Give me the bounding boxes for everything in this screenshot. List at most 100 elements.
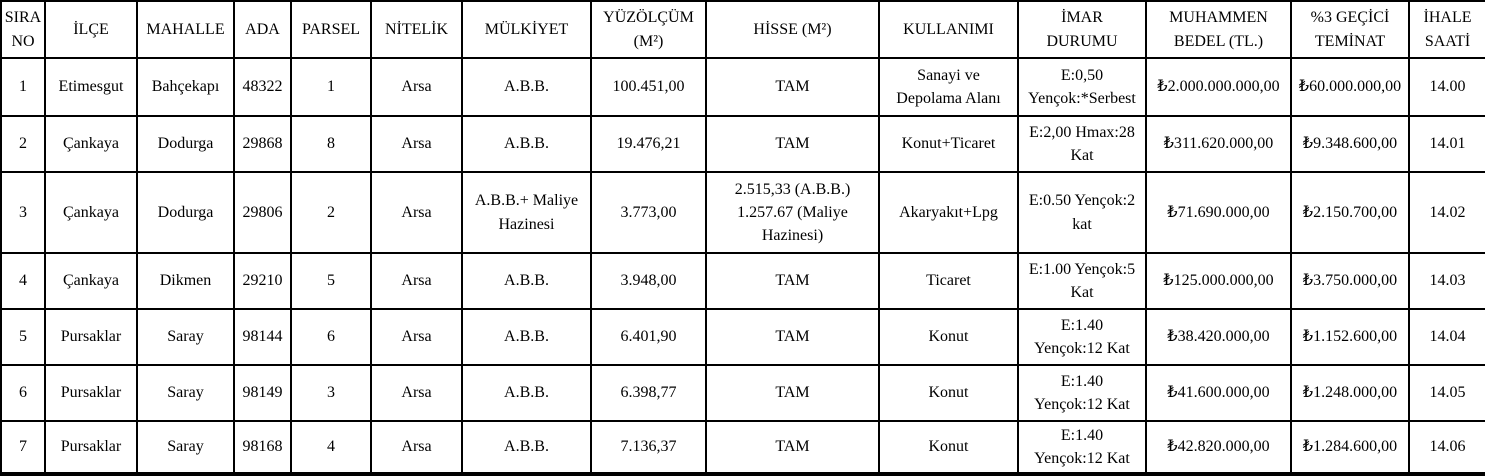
column-header-imar-durumu: İMAR DURUMU (1017, 0, 1147, 59)
cell-parsel: 5 (290, 252, 372, 310)
cell-ada: 48322 (233, 57, 292, 117)
cell-parsel: 4 (290, 420, 372, 475)
table-row: 3 Çankaya Dodurga 29806 2 Arsa A.B.B.+ Maliye … (0, 171, 1485, 254)
column-header-muhammen-bedel: MUHAMMEN BEDEL (TL.) (1145, 0, 1292, 59)
cell-ilce: Çankaya (44, 171, 138, 254)
cell-yuzolcum: 6.398,77 (590, 364, 707, 422)
cell-mulkiyet: A.B.B. (461, 420, 592, 475)
cell-parsel: 6 (290, 308, 372, 366)
cell-imar-durumu: E:2,00 Hmax:28 Kat (1017, 115, 1147, 173)
cell-ada: 98149 (233, 364, 292, 422)
cell-kullanimi: Konut+Ticaret (878, 115, 1019, 173)
table-row: 5 Pursaklar Saray 98144 6 Arsa A.B.B. 6.401,90 T… (0, 308, 1485, 366)
table-row: 1 Etimesgut Bahçekapı 48322 1 Arsa A.B.B. 100.4… (0, 57, 1485, 117)
cell-mulkiyet: A.B.B.+ Maliye Hazinesi (461, 171, 592, 254)
cell-gecici-teminat: ₺1.284.600,00 (1290, 420, 1410, 475)
table-row: 7 Pursaklar Saray 98168 4 Arsa A.B.B. 7.136,37 T… (0, 420, 1485, 475)
cell-imar-durumu: E:0,50 Yençok:*Serbest (1017, 57, 1147, 117)
cell-sira-no: 7 (0, 420, 46, 475)
column-header-ihale-saati: İHALE SAATİ (1408, 0, 1485, 59)
cell-nitelik: Arsa (370, 252, 463, 310)
column-header-yuzolcum: YÜZÖLÇÜM (M²) (590, 0, 707, 59)
cell-ilce: Çankaya (44, 115, 138, 173)
cell-gecici-teminat: ₺2.150.700,00 (1290, 171, 1410, 254)
cell-nitelik: Arsa (370, 308, 463, 366)
header-row: SIRA NO İLÇE MAHALLE ADA PARSEL NİTELİK MÜLKİY… (0, 0, 1485, 59)
column-header-sira-no: SIRA NO (0, 0, 46, 59)
cell-nitelik: Arsa (370, 115, 463, 173)
cell-kullanimi: Sanayi ve Depolama Alanı (878, 57, 1019, 117)
table-row: 2 Çankaya Dodurga 29868 8 Arsa A.B.B. 19.476,21… (0, 115, 1485, 173)
cell-hisse: TAM (705, 57, 880, 117)
cell-sira-no: 6 (0, 364, 46, 422)
cell-ihale-saati: 14.06 (1408, 420, 1485, 475)
cell-nitelik: Arsa (370, 171, 463, 254)
cell-sira-no: 1 (0, 57, 46, 117)
cell-hisse: TAM (705, 252, 880, 310)
cell-yuzolcum: 3.948,00 (590, 252, 707, 310)
table-row: 6 Pursaklar Saray 98149 3 Arsa A.B.B. 6.398,77 T… (0, 364, 1485, 422)
cell-gecici-teminat: ₺60.000.000,00 (1290, 57, 1410, 117)
cell-yuzolcum: 3.773,00 (590, 171, 707, 254)
cell-ada: 29868 (233, 115, 292, 173)
column-header-mahalle: MAHALLE (136, 0, 235, 59)
cell-ihale-saati: 14.03 (1408, 252, 1485, 310)
cell-mahalle: Dikmen (136, 252, 235, 310)
cell-mulkiyet: A.B.B. (461, 57, 592, 117)
cell-parsel: 1 (290, 57, 372, 117)
cell-sira-no: 5 (0, 308, 46, 366)
cell-gecici-teminat: ₺1.248.000,00 (1290, 364, 1410, 422)
cell-parsel: 8 (290, 115, 372, 173)
cell-yuzolcum: 19.476,21 (590, 115, 707, 173)
cell-ihale-saati: 14.00 (1408, 57, 1485, 117)
cell-kullanimi: Ticaret (878, 252, 1019, 310)
cell-gecici-teminat: ₺9.348.600,00 (1290, 115, 1410, 173)
cell-yuzolcum: 7.136,37 (590, 420, 707, 475)
column-header-mulkiyet: MÜLKİYET (461, 0, 592, 59)
cell-ihale-saati: 14.02 (1408, 171, 1485, 254)
cell-imar-durumu: E:1.40 Yençok:12 Kat (1017, 308, 1147, 366)
cell-ada: 98168 (233, 420, 292, 475)
cell-ada: 98144 (233, 308, 292, 366)
cell-imar-durumu: E:1.40 Yençok:12 Kat (1017, 420, 1147, 475)
column-header-nitelik: NİTELİK (370, 0, 463, 59)
cell-muhammen-bedel: ₺125.000.000,00 (1145, 252, 1292, 310)
cell-nitelik: Arsa (370, 420, 463, 475)
column-header-parsel: PARSEL (290, 0, 372, 59)
cell-ada: 29806 (233, 171, 292, 254)
table-header: SIRA NO İLÇE MAHALLE ADA PARSEL NİTELİK MÜLKİY… (0, 0, 1485, 59)
cell-hisse: 2.515,33 (A.B.B.) 1.257.67 (Maliye Hazin… (705, 171, 880, 254)
cell-mahalle: Saray (136, 420, 235, 475)
cell-ihale-saati: 14.01 (1408, 115, 1485, 173)
cell-muhammen-bedel: ₺71.690.000,00 (1145, 171, 1292, 254)
cell-ilce: Pursaklar (44, 308, 138, 366)
column-header-gecici-teminat: %3 GEÇİCİ TEMİNAT (1290, 0, 1410, 59)
cell-gecici-teminat: ₺1.152.600,00 (1290, 308, 1410, 366)
cell-muhammen-bedel: ₺2.000.000.000,00 (1145, 57, 1292, 117)
cell-mulkiyet: A.B.B. (461, 364, 592, 422)
cell-nitelik: Arsa (370, 57, 463, 117)
cell-sira-no: 4 (0, 252, 46, 310)
cell-hisse: TAM (705, 115, 880, 173)
cell-mahalle: Bahçekapı (136, 57, 235, 117)
column-header-ilce: İLÇE (44, 0, 138, 59)
cell-ilce: Etimesgut (44, 57, 138, 117)
cell-mahalle: Dodurga (136, 115, 235, 173)
cell-parsel: 3 (290, 364, 372, 422)
cell-nitelik: Arsa (370, 364, 463, 422)
cell-parsel: 2 (290, 171, 372, 254)
cell-gecici-teminat: ₺3.750.000,00 (1290, 252, 1410, 310)
cell-hisse: TAM (705, 364, 880, 422)
cell-sira-no: 2 (0, 115, 46, 173)
cell-kullanimi: Konut (878, 420, 1019, 475)
cell-mahalle: Dodurga (136, 171, 235, 254)
cell-mulkiyet: A.B.B. (461, 308, 592, 366)
cell-mahalle: Saray (136, 308, 235, 366)
column-header-ada: ADA (233, 0, 292, 59)
cell-mulkiyet: A.B.B. (461, 115, 592, 173)
column-header-kullanimi: KULLANIMI (878, 0, 1019, 59)
cell-ilce: Çankaya (44, 252, 138, 310)
cell-imar-durumu: E:0.50 Yençok:2 kat (1017, 171, 1147, 254)
